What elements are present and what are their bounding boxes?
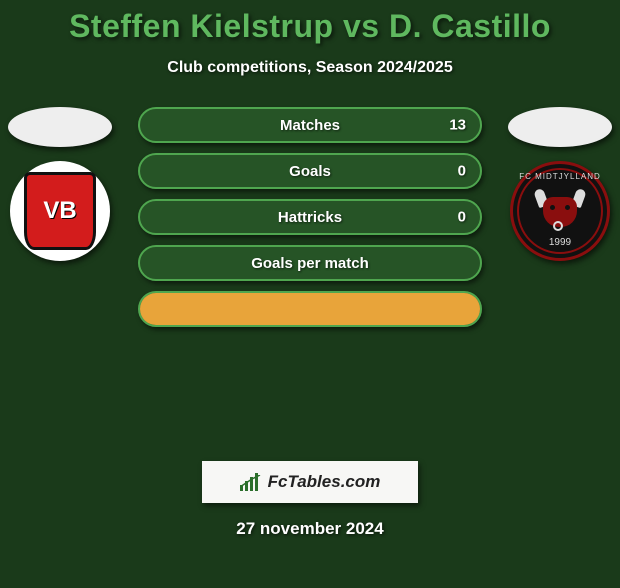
player-left-avatar xyxy=(8,107,112,147)
club-badge-left-letters: VB xyxy=(43,197,76,225)
date-line: 27 november 2024 xyxy=(0,519,620,539)
stat-fill-left xyxy=(140,293,310,325)
stat-label: Hattricks xyxy=(278,209,342,226)
stat-label: Matches xyxy=(280,117,340,134)
stat-fill-right xyxy=(310,293,480,325)
club-badge-right-name: FC MIDTJYLLAND xyxy=(513,172,607,181)
stat-label: Goals xyxy=(289,163,331,180)
stat-row-goals-per-match: Goals per match xyxy=(138,245,482,281)
stat-value-right: 13 xyxy=(449,117,466,134)
stat-value-right: 0 xyxy=(458,163,466,180)
player-right-column: FC MIDTJYLLAND 1999 xyxy=(500,107,620,261)
bull-icon xyxy=(538,191,582,231)
stat-row-hattricks: Hattricks 0 xyxy=(138,199,482,235)
stat-row-matches: Matches 13 xyxy=(138,107,482,143)
player-left-column: VB xyxy=(0,107,120,261)
club-badge-right-year: 1999 xyxy=(513,237,607,248)
club-badge-right: FC MIDTJYLLAND 1999 xyxy=(510,161,610,261)
comparison-area: VB FC MIDTJYLLAND 1999 Matches 13 xyxy=(0,107,620,447)
stat-row-goals: Goals 0 xyxy=(138,153,482,189)
club-badge-left: VB xyxy=(10,161,110,261)
branding-text: FcTables.com xyxy=(268,472,381,492)
subtitle: Club competitions, Season 2024/2025 xyxy=(0,59,620,77)
stat-label: Goals per match xyxy=(251,255,369,272)
stat-row-min-per-goal: Min per goal xyxy=(138,291,482,327)
page-title: Steffen Kielstrup vs D. Castillo xyxy=(0,8,620,45)
branding-box: FcTables.com xyxy=(202,461,418,503)
chart-icon xyxy=(240,473,262,491)
club-badge-left-shield: VB xyxy=(24,172,96,250)
stats-column: Matches 13 Goals 0 Hattricks 0 Goals per… xyxy=(138,107,482,327)
stat-value-right: 0 xyxy=(458,209,466,226)
player-right-avatar xyxy=(508,107,612,147)
